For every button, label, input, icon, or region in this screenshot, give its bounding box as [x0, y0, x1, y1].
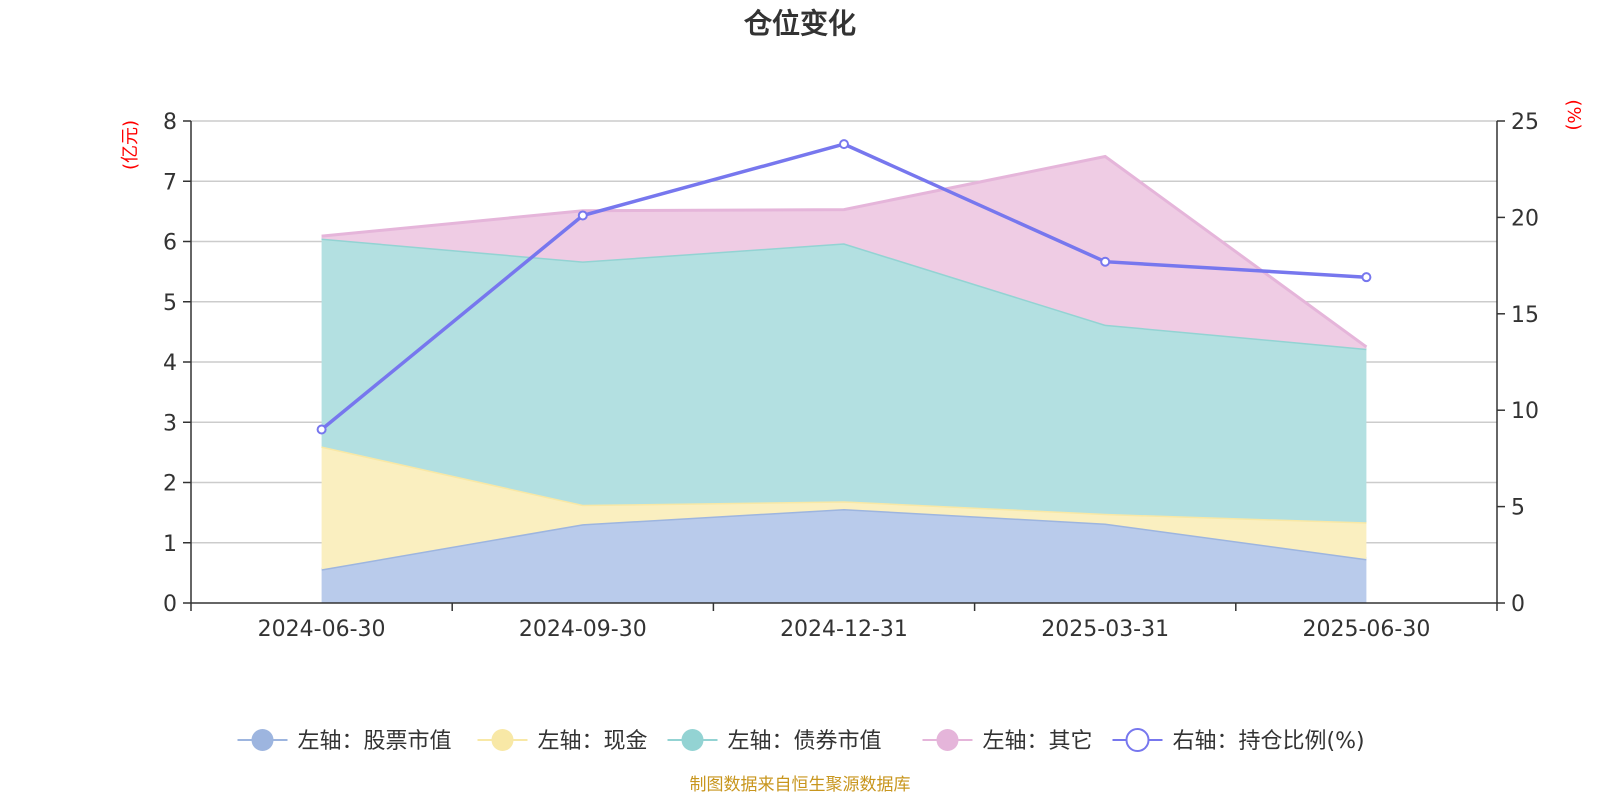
right-axis-unit: (%)	[1563, 99, 1584, 130]
legend-label: 左轴：股票市值	[298, 729, 452, 754]
legend-label: 左轴：现金	[538, 729, 648, 754]
ratio-point	[316, 424, 327, 435]
legend-marker	[251, 729, 274, 751]
legend[interactable]: 左轴：股票市值 左轴：现金 左轴：债券市值 左轴：其它 右轴：持仓比例(%)	[237, 728, 1365, 754]
legend-label: 右轴：持仓比例(%)	[1173, 729, 1365, 754]
x-tick-label: 2024-09-30	[519, 617, 647, 642]
legend-label: 左轴：债券市值	[728, 729, 882, 754]
data-source-footer: 制图数据来自恒生聚源数据库	[690, 775, 911, 795]
left-tick-label: 3	[163, 411, 177, 436]
legend-item-1[interactable]: 左轴：股票市值	[237, 729, 452, 754]
legend-marker	[936, 729, 959, 751]
right-tick-label: 25	[1511, 110, 1539, 135]
left-tick-label: 8	[163, 110, 177, 135]
left-tick-label: 7	[163, 170, 177, 195]
legend-marker	[491, 729, 514, 751]
right-tick-label: 15	[1511, 303, 1539, 328]
ratio-point	[1100, 256, 1111, 267]
area-2	[321, 446, 1367, 570]
legend-marker	[681, 729, 704, 751]
left-tick-label: 2	[163, 472, 177, 497]
x-tick-label: 2025-06-30	[1302, 617, 1430, 642]
legend-marker	[1125, 728, 1150, 752]
chart-title: 仓位变化	[744, 7, 856, 40]
right-tick-label: 20	[1511, 206, 1539, 231]
holding-ratio-line	[316, 139, 1372, 435]
legend-item-2[interactable]: 左轴：现金	[477, 729, 648, 754]
right-tick-label: 5	[1511, 496, 1525, 521]
legend-item-5[interactable]: 右轴：持仓比例(%)	[1112, 728, 1365, 754]
x-tick-label: 2024-12-31	[780, 617, 908, 642]
right-tick-label: 0	[1511, 592, 1525, 617]
axes: 0 1 2 3 4 5 6 7 8 0 5 10 15 20 25 2024-06-30 2024-09-30 2…	[163, 110, 1539, 642]
stacked-areas	[321, 154, 1368, 603]
left-tick-label: 6	[163, 231, 177, 256]
area-edge-4	[321, 154, 1368, 349]
legend-label: 左轴：其它	[983, 729, 1093, 754]
area-1	[321, 509, 1367, 603]
left-tick-label: 5	[163, 291, 177, 316]
ratio-point	[577, 210, 588, 221]
legend-item-4[interactable]: 左轴：其它	[922, 729, 1093, 754]
left-tick-label: 0	[163, 592, 177, 617]
left-tick-label: 4	[163, 351, 177, 376]
right-tick-label: 10	[1511, 399, 1539, 424]
area-4	[321, 156, 1367, 349]
legend-item-3[interactable]: 左轴：债券市值	[667, 729, 882, 754]
left-tick-label: 1	[163, 532, 177, 557]
ratio-point	[1361, 272, 1372, 283]
area-3	[321, 238, 1367, 523]
ratio-point	[839, 139, 849, 150]
x-tick-label: 2025-03-31	[1041, 617, 1169, 642]
x-tick-label: 2024-06-30	[258, 617, 386, 642]
left-axis-unit: (亿元)	[120, 120, 141, 170]
